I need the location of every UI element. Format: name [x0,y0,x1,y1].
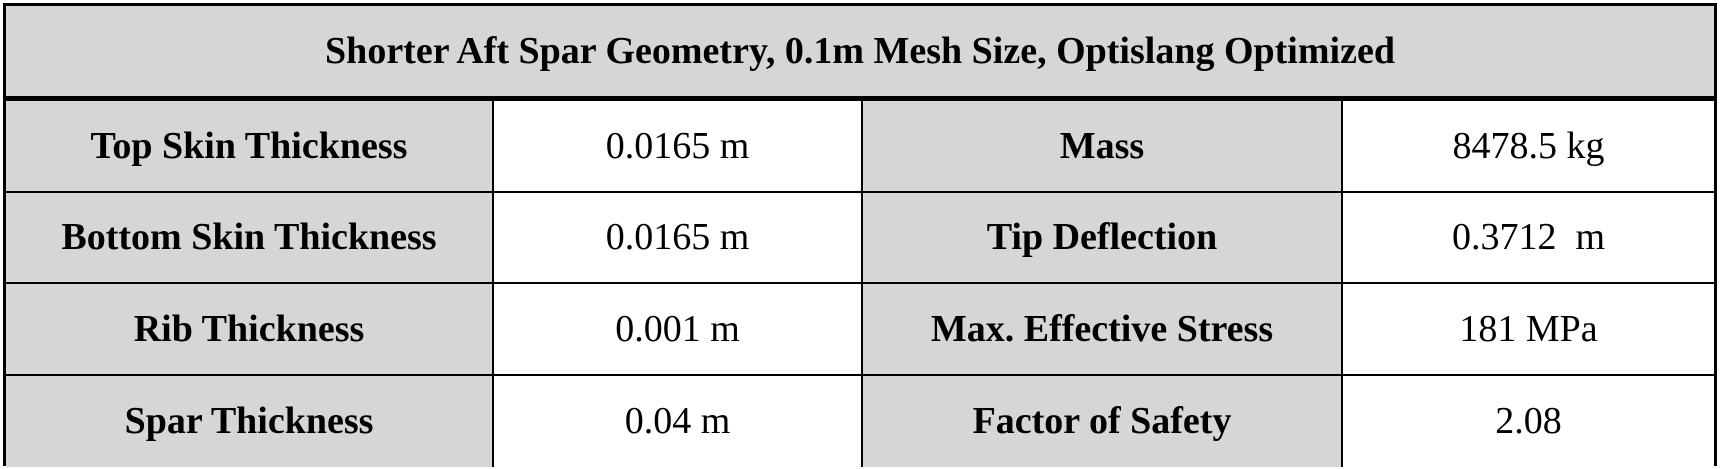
value-tip-deflection: 0.3712 m [1343,192,1714,284]
table-title: Shorter Aft Spar Geometry, 0.1m Mesh Siz… [6,6,1714,101]
value-max-effective-stress: 181 MPa [1343,284,1714,376]
value-spar-thickness: 0.04 m [494,375,863,467]
label-bottom-skin-thickness: Bottom Skin Thickness [6,192,494,284]
label-top-skin-thickness: Top Skin Thickness [6,101,494,193]
label-spar-thickness: Spar Thickness [6,375,494,467]
label-tip-deflection: Tip Deflection [863,192,1343,284]
results-table: Shorter Aft Spar Geometry, 0.1m Mesh Siz… [3,3,1717,467]
label-mass: Mass [863,101,1343,193]
table-body: Top Skin Thickness 0.0165 m Mass 8478.5 … [6,101,1714,467]
label-factor-of-safety: Factor of Safety [863,375,1343,467]
value-top-skin-thickness: 0.0165 m [494,101,863,193]
label-rib-thickness: Rib Thickness [6,284,494,376]
value-rib-thickness: 0.001 m [494,284,863,376]
value-bottom-skin-thickness: 0.0165 m [494,192,863,284]
value-mass: 8478.5 kg [1343,101,1714,193]
value-factor-of-safety: 2.08 [1343,375,1714,467]
label-max-effective-stress: Max. Effective Stress [863,284,1343,376]
